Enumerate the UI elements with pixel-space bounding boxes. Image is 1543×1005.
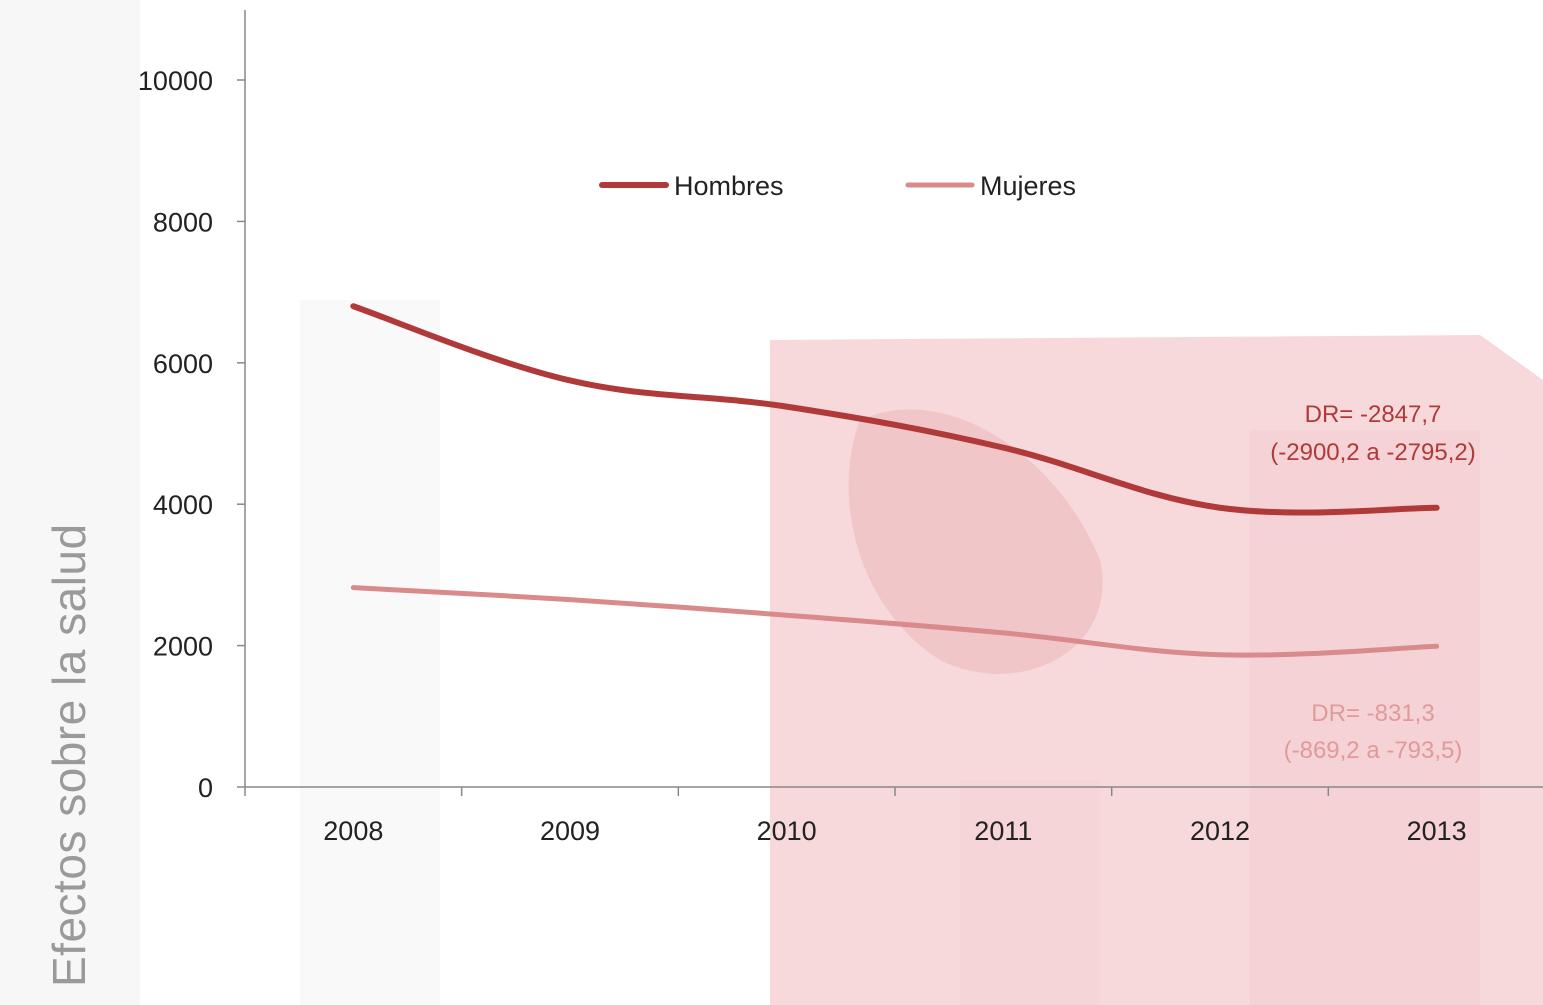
y-tick-label: 8000 — [153, 207, 213, 237]
x-tick-label: 2009 — [540, 816, 600, 846]
x-tick-label: 2010 — [757, 816, 817, 846]
series-group — [350, 303, 1440, 658]
annotation-dr-mujeres: DR= -831,3 — [1311, 700, 1434, 727]
series-line-hombres — [350, 303, 1440, 516]
y-tick-label: 0 — [198, 773, 213, 803]
y-tick-label: 10000 — [138, 66, 213, 96]
annotation-ci-mujeres: (-869,2 a -793,5) — [1284, 737, 1463, 764]
legend-label-mujeres: Mujeres — [980, 171, 1076, 201]
axes: 0 2000 4000 6000 8000 10000 2008 2009 2010 2011 20… — [138, 10, 1543, 846]
legend: Hombres Mujeres — [599, 171, 1076, 201]
annotation-dr-hombres: DR= -2847,7 — [1305, 401, 1442, 428]
y-tick-label: 2000 — [153, 632, 213, 662]
x-tick-label: 2008 — [323, 816, 383, 846]
x-tick-label: 2013 — [1407, 816, 1467, 846]
legend-label-hombres: Hombres — [674, 171, 784, 201]
y-tick-label: 6000 — [153, 349, 213, 379]
annotations: DR= -2847,7 (-2900,2 a -2795,2) DR= -831,3… — [1270, 401, 1475, 764]
x-tick-label: 2011 — [974, 816, 1032, 846]
annotation-ci-hombres: (-2900,2 a -2795,2) — [1270, 439, 1475, 466]
series-line-mujeres — [350, 585, 1440, 658]
y-tick-label: 4000 — [153, 490, 213, 520]
x-tick-label: 2012 — [1190, 816, 1250, 846]
